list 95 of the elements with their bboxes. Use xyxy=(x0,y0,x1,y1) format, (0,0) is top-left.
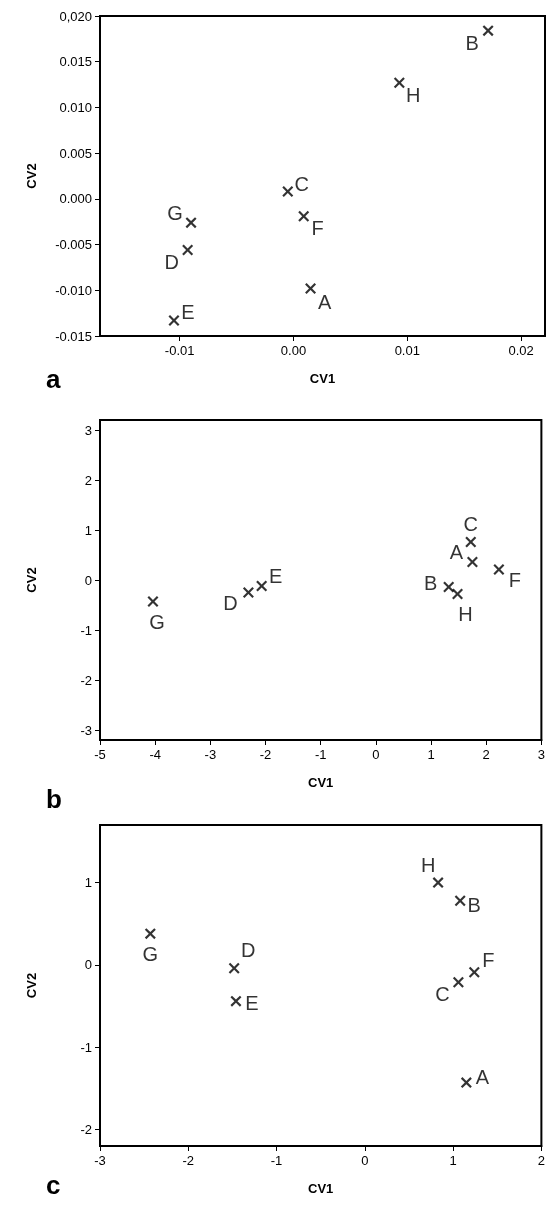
x-tick-label: -0.01 xyxy=(164,343,195,358)
y-tick-label: 0.000 xyxy=(59,191,92,207)
y-tick-label: -2 xyxy=(80,1122,92,1138)
x-tick-label: -2 xyxy=(182,1153,195,1168)
x-axis-title: CV1 xyxy=(309,371,336,386)
point xyxy=(452,588,464,600)
point xyxy=(466,556,478,568)
series-label: G xyxy=(149,610,165,633)
series-label: H xyxy=(420,853,436,876)
x-tick-label: 0 xyxy=(372,747,380,762)
series-label: A xyxy=(317,291,332,314)
x-tick-label: 1 xyxy=(427,747,435,762)
x-tick-label: 0.00 xyxy=(280,343,307,358)
point xyxy=(228,962,240,974)
series-label: D xyxy=(240,939,256,962)
x-tick-label: -1 xyxy=(270,1153,283,1168)
y-tick-label: 0.015 xyxy=(59,54,92,70)
point xyxy=(465,536,477,548)
x-tick-label: -3 xyxy=(204,747,217,762)
y-tick-label: -0.010 xyxy=(55,282,92,298)
x-tick-label: 1 xyxy=(449,1153,457,1168)
point xyxy=(230,995,242,1007)
y-axis-title: CV2 xyxy=(24,163,39,189)
series-label: G xyxy=(142,942,159,965)
y-tick-label: 0 xyxy=(84,572,92,588)
x-tick-label: -5 xyxy=(94,747,106,762)
y-tick-label: -0.005 xyxy=(55,237,92,253)
point xyxy=(298,210,310,222)
point xyxy=(468,966,480,978)
point xyxy=(256,580,268,592)
series-label: E xyxy=(181,301,195,324)
y-tick-label: -2 xyxy=(80,672,92,688)
point xyxy=(182,244,194,256)
point xyxy=(482,25,494,37)
x-tick-label: 0.02 xyxy=(508,343,534,358)
x-tick-label: 0 xyxy=(361,1153,369,1168)
x-tick-label: -2 xyxy=(259,747,272,762)
y-tick-label: -1 xyxy=(80,622,92,638)
x-axis-title: CV1 xyxy=(308,775,334,790)
point xyxy=(282,186,294,198)
x-tick-label: 3 xyxy=(537,747,545,762)
point xyxy=(460,1077,472,1089)
series-label: F xyxy=(311,217,324,240)
point xyxy=(185,217,197,229)
x-tick-label: 2 xyxy=(482,747,490,762)
y-axis-title: CV2 xyxy=(24,972,39,999)
x-tick-label: -4 xyxy=(149,747,161,762)
series-label: G xyxy=(167,201,183,224)
series-label: C xyxy=(294,172,310,195)
x-axis-title: CV1 xyxy=(308,1181,334,1196)
series-label: C xyxy=(435,983,450,1006)
series-label: D xyxy=(164,251,179,274)
text: c xyxy=(46,1170,61,1200)
x-tick-label: -1 xyxy=(314,747,327,762)
point xyxy=(454,895,466,907)
point xyxy=(393,77,405,89)
series-label: H xyxy=(406,83,421,106)
y-axis-title: CV2 xyxy=(24,567,39,593)
x-tick-label: -3 xyxy=(94,1153,106,1168)
x-tick-label: 0.01 xyxy=(394,343,420,358)
text: b xyxy=(46,784,62,814)
series-label: E xyxy=(245,992,259,1015)
point xyxy=(144,928,156,940)
y-tick-label: 2 xyxy=(84,472,92,488)
y-tick-label: -3 xyxy=(80,722,92,738)
x-tick-label: 2 xyxy=(537,1153,545,1168)
point xyxy=(242,587,254,598)
y-tick-label: -0.015 xyxy=(55,328,92,344)
y-tick-label: 3 xyxy=(84,422,92,438)
point xyxy=(493,564,505,575)
series-label: B xyxy=(424,572,438,594)
point xyxy=(305,282,317,294)
series-label: A xyxy=(449,541,464,563)
series-label: F xyxy=(482,949,495,972)
y-tick-label: 0,020 xyxy=(59,8,92,24)
text: a xyxy=(46,364,61,394)
series-label: B xyxy=(465,31,479,54)
y-tick-label: -1 xyxy=(80,1039,92,1055)
point xyxy=(168,314,180,326)
y-tick-label: 1 xyxy=(84,875,92,891)
series-label: A xyxy=(475,1065,490,1088)
y-tick-label: 0 xyxy=(84,957,92,973)
point xyxy=(452,976,464,988)
series-label: B xyxy=(467,893,481,916)
point xyxy=(443,581,455,593)
point xyxy=(432,877,444,889)
series-label: H xyxy=(458,603,473,625)
series-label: F xyxy=(508,568,522,591)
series-label: C xyxy=(463,513,478,535)
series-label: D xyxy=(223,591,238,614)
y-tick-label: 0.005 xyxy=(59,145,92,161)
series-label: E xyxy=(268,565,283,587)
point xyxy=(147,596,159,607)
y-tick-label: 1 xyxy=(84,522,92,538)
y-tick-label: 0.010 xyxy=(59,99,92,115)
